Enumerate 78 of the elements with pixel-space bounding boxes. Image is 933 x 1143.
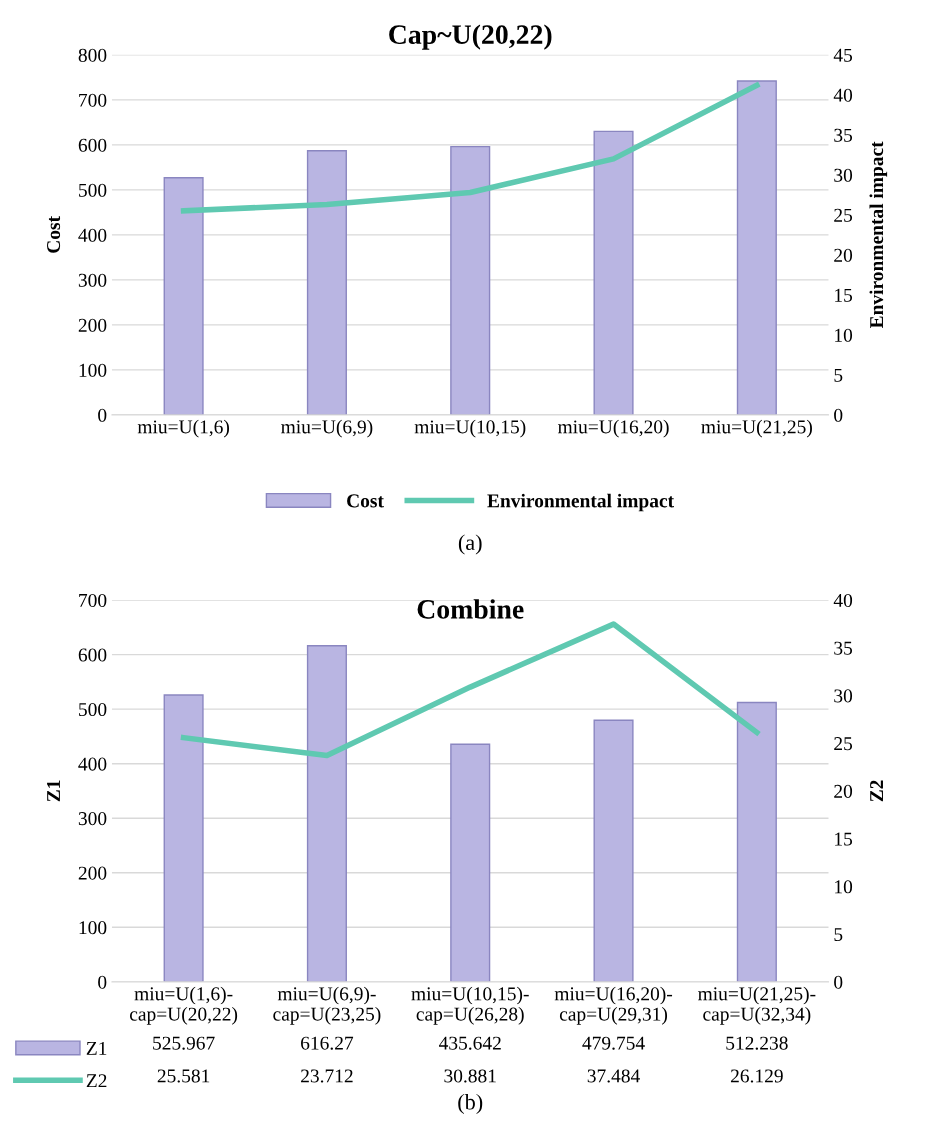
text: (b) xyxy=(458,1093,483,1115)
data-label: 435.642 xyxy=(439,1036,501,1050)
text: (a) xyxy=(458,534,482,555)
y-tick-label: 400 xyxy=(78,228,107,242)
bar xyxy=(450,145,491,415)
bar xyxy=(163,177,204,415)
x-tick-label: miu=U(6,9)- cap=U(23,25) xyxy=(273,986,381,1025)
data-label: 26.129 xyxy=(730,1069,783,1083)
data-label: 616.27 xyxy=(301,1036,354,1050)
y2-tick-label: 30 xyxy=(834,689,853,703)
y2-tick-label: 25 xyxy=(834,208,853,222)
bar xyxy=(593,130,634,415)
y-tick-label: 0 xyxy=(98,975,107,989)
y2-tick-label: 0 xyxy=(834,408,843,422)
legend-label: Z2 xyxy=(86,1074,107,1088)
legend-label: Z1 xyxy=(86,1041,107,1055)
data-label: 525.967 xyxy=(153,1036,215,1050)
y-tick-label: 800 xyxy=(78,48,107,62)
y-tick-label: 700 xyxy=(79,593,107,608)
y2-tick-label: 45 xyxy=(833,48,853,62)
y-tick-label: 100 xyxy=(79,921,107,935)
y-tick-label: 500 xyxy=(79,183,107,197)
chart-title: Combine xyxy=(417,599,524,619)
y2-tick-label: 35 xyxy=(834,641,853,655)
x-tick-label: miu=U(16,20) xyxy=(557,419,669,438)
y2-tick-label: 15 xyxy=(835,832,853,846)
y2-tick-label: 10 xyxy=(835,880,853,894)
bar xyxy=(163,694,204,982)
y-tick-label: 500 xyxy=(79,702,107,717)
y-tick-label: 200 xyxy=(78,866,107,880)
y-tick-label: 300 xyxy=(78,273,107,287)
data-label: 512.238 xyxy=(726,1036,788,1050)
x-tick-label: miu=U(6,9) xyxy=(281,419,373,438)
y-tick-label: 100 xyxy=(79,363,107,377)
y2-tick-label: 40 xyxy=(833,88,853,102)
y2-tick-label: 40 xyxy=(833,593,853,608)
bar xyxy=(450,743,491,982)
y2-tick-label: 15 xyxy=(835,288,853,302)
y-tick-label: 200 xyxy=(78,318,107,332)
y-axis-title: Z1 xyxy=(47,780,60,802)
data-label: 25.581 xyxy=(157,1069,210,1083)
y2-tick-label: 35 xyxy=(834,128,853,142)
y-tick-label: 400 xyxy=(78,757,107,771)
y2-tick-label: 30 xyxy=(834,168,853,182)
y-axis-title: Cost xyxy=(47,216,61,253)
legend-label: Cost xyxy=(347,494,384,508)
data-label: 30.881 xyxy=(444,1069,496,1083)
y2-tick-label: 25 xyxy=(834,737,853,751)
x-tick-label: miu=U(10,15)- cap=U(26,28) xyxy=(411,986,529,1025)
y2-tick-label: 20 xyxy=(834,248,853,262)
y-tick-label: 0 xyxy=(98,408,107,422)
x-tick-label: miu=U(10,15) xyxy=(414,419,526,438)
y-tick-label: 700 xyxy=(79,93,107,107)
y2-tick-label: 5 xyxy=(834,928,843,942)
data-label: 37.484 xyxy=(587,1069,640,1083)
x-tick-label: miu=U(21,25)- cap=U(32,34) xyxy=(698,986,816,1025)
x-tick-label: miu=U(1,6) xyxy=(137,419,230,438)
y-tick-label: 300 xyxy=(78,812,107,826)
y-tick-label: 600 xyxy=(78,648,107,662)
bar xyxy=(593,719,634,982)
x-tick-label: miu=U(16,20)- cap=U(29,31) xyxy=(554,986,673,1025)
data-label: 23.712 xyxy=(301,1069,353,1083)
bar xyxy=(736,701,777,982)
y2-axis-title: Environmental impact xyxy=(869,141,888,329)
legend-label: Environmental impact xyxy=(487,493,674,512)
chart-title: Cap~U(20,22) xyxy=(389,24,552,50)
x-tick-label: miu=U(1,6)- cap=U(20,22) xyxy=(130,986,238,1025)
y2-tick-label: 20 xyxy=(834,784,853,798)
y-tick-label: 600 xyxy=(78,138,107,152)
bar xyxy=(306,150,347,415)
bar xyxy=(306,645,347,982)
y2-axis-title: Z2 xyxy=(870,780,883,802)
data-label: 479.754 xyxy=(582,1036,645,1050)
y2-tick-label: 5 xyxy=(834,368,843,382)
y2-tick-label: 10 xyxy=(835,328,853,342)
x-tick-label: miu=U(21,25) xyxy=(701,419,812,438)
bar xyxy=(736,80,777,415)
y2-tick-label: 0 xyxy=(834,975,843,989)
